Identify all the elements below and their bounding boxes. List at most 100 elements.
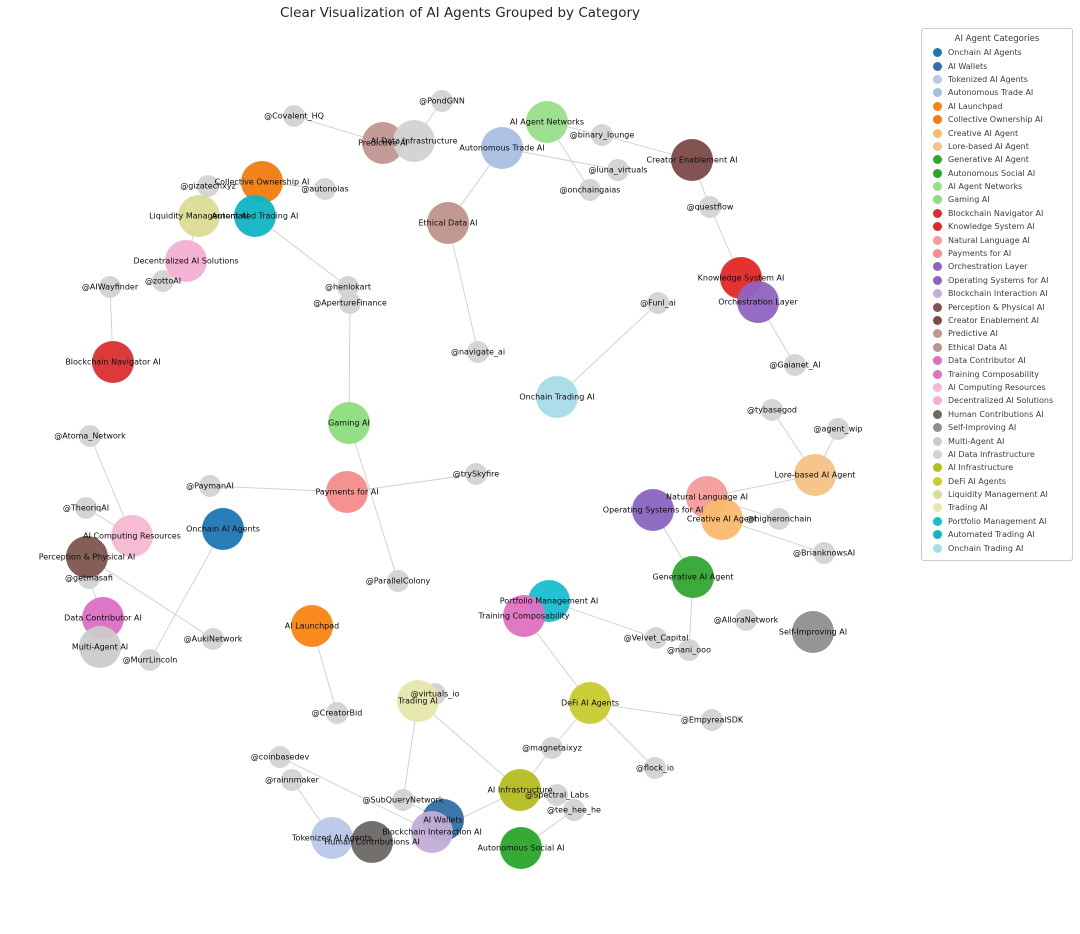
agent-node-henlokart [337, 276, 359, 298]
legend-swatch-icon [933, 316, 942, 325]
legend-label: DeFi AI Agents [948, 476, 1007, 486]
category-node-ai_infrastructure [499, 769, 541, 811]
legend-swatch-icon [933, 74, 942, 84]
legend-label: Lore-based AI Agent [948, 141, 1029, 151]
legend-swatch-icon [933, 356, 942, 366]
node-label-lore_based_ai_agent: Lore-based AI Agent [775, 471, 856, 480]
agent-node-autonolas [314, 178, 336, 200]
legend-label: Trading AI [948, 503, 988, 513]
category-node-lore_based_ai_agent [794, 454, 836, 496]
legend-item: Trading AI [927, 501, 1067, 514]
agent-node-tybasegod [761, 399, 783, 421]
node-label-rainnmaker: @rainnmaker [265, 776, 320, 785]
legend-swatch-icon [933, 155, 942, 165]
node-label-autonolas: @autonolas [301, 185, 348, 194]
legend-label: Creative AI Agent [948, 128, 1019, 138]
node-label-agent_wip: @agent_wip [814, 425, 863, 434]
agent-node-zottoai [152, 270, 174, 292]
node-label-tryskyfire: @trySkyfire [453, 470, 499, 479]
node-label-tybasegod: @tybasegod [747, 406, 797, 415]
legend-label: AI Wallets [948, 61, 988, 71]
legend-item: AI Wallets [927, 59, 1067, 72]
legend-item: AI Computing Resources [927, 381, 1067, 394]
chart-title: Clear Visualization of AI Agents Grouped… [279, 5, 641, 21]
agent-node-covalent_hq [283, 105, 305, 127]
agent-node-questflow [699, 196, 721, 218]
legend-label: Multi-Agent AI [948, 436, 1005, 446]
legend-label: AI Data Infrastructure [948, 449, 1035, 459]
category-node-training_composability [503, 595, 545, 637]
legend-swatch-icon [933, 436, 942, 446]
legend-swatch-icon [933, 342, 942, 352]
node-label-ai_infrastructure: AI Infrastructure [487, 786, 552, 795]
legend-swatch-icon [933, 409, 942, 419]
legend-swatch-icon [933, 289, 942, 299]
category-node-trading_ai [397, 680, 439, 722]
legend-item: Onchain AI Agents [927, 46, 1067, 59]
legend-item: AI Data Infrastructure [927, 448, 1067, 461]
agent-node-murrlincoln [139, 649, 161, 671]
category-node-ai_launchpad [291, 605, 333, 647]
legend-label: Knowledge System AI [948, 222, 1035, 232]
legend-swatch-icon [933, 449, 942, 459]
legend-swatch-icon [933, 396, 942, 406]
node-label-aiwayfinder: @AIWayfinder [82, 283, 139, 292]
category-node-blockchain_navigator_ai [92, 341, 134, 383]
legend-swatch-icon [933, 249, 942, 259]
legend-label: Automated Trading AI [948, 530, 1035, 540]
legend-swatch-icon [933, 101, 942, 111]
agent-node-aukinetwork [202, 628, 224, 650]
category-node-orchestration_layer [737, 281, 779, 323]
node-label-brianknowsai: @BrianknowsAI [793, 549, 855, 558]
legend-label: Onchain AI Agents [948, 48, 1022, 58]
legend-item: Predictive AI [927, 327, 1067, 340]
legend-label: AI Launchpad [948, 101, 1003, 111]
category-node-ethical_data_ai [427, 202, 469, 244]
legend-swatch-icon [933, 329, 942, 339]
legend-item: Lore-based AI Agent [927, 140, 1067, 153]
graph-edge-trading_ai--ai_infrastructure [417, 700, 521, 791]
node-label-knowledge_system_ai: Knowledge System AI [698, 274, 785, 283]
node-label-aperturefinance: @ApertureFinance [313, 299, 387, 308]
node-label-data_contributor_ai: Data Contributor AI [64, 614, 142, 623]
node-label-funl_ai: @Funl_ai [640, 299, 676, 308]
legend-label: Autonomous Trade AI [948, 88, 1034, 98]
legend-item: Ethical Data AI [927, 341, 1067, 354]
graph-edge-ethical_data_ai--navigate_ai [447, 222, 479, 353]
node-label-binary_lounge: @binary_lounge [570, 131, 635, 140]
agent-node-gizatechxyz [197, 175, 219, 197]
node-label-atoma_network: @Atoma_Network [54, 432, 126, 441]
node-label-questflow: @questflow [687, 203, 734, 212]
agent-node-nani_ooo [678, 639, 700, 661]
category-node-decentralized_ai_solutions [165, 240, 207, 282]
legend-swatch-icon [933, 490, 942, 500]
node-label-luna_virtuals: @luna_virtuals [588, 166, 647, 175]
graph-edge-funl_ai--onchain_trading_ai [556, 302, 659, 398]
category-node-perception_physical_ai [66, 536, 108, 578]
node-label-ai_computing_resources: AI Computing Resources [83, 532, 181, 541]
legend-label: Blockchain Interaction AI [948, 289, 1048, 299]
legend-swatch-icon [933, 302, 942, 312]
legend-swatch-icon [933, 503, 942, 513]
legend-label: Perception & Physical AI [948, 302, 1045, 312]
agent-node-aiwayfinder [99, 276, 121, 298]
category-node-onchain_ai_agents [202, 508, 244, 550]
node-label-payments_for_ai: Payments for AI [315, 488, 378, 497]
node-label-onchain_ai_agents: Onchain AI Agents [186, 525, 260, 534]
node-label-creatorbid: @CreatorBid [312, 709, 363, 718]
legend-item: Decentralized AI Solutions [927, 394, 1067, 407]
node-label-portfolio_management_ai: Portfolio Management AI [500, 597, 599, 606]
node-label-ai_agent_networks: AI Agent Networks [510, 118, 584, 127]
category-node-blockchain_interaction_ai [411, 811, 453, 853]
legend-label: Generative AI Agent [948, 155, 1029, 165]
legend-item: AI Infrastructure [927, 461, 1067, 474]
category-node-ai_agent_networks [526, 101, 568, 143]
node-label-defi_ai_agents: DeFi AI Agents [561, 699, 619, 708]
node-label-subquerynetwork: @SubQueryNetwork [363, 796, 444, 805]
node-label-henlokart: @henlokart [325, 283, 371, 292]
graph-edge-perception_physical_ai--aukinetwork [86, 556, 214, 640]
legend-item: Creator Enablement AI [927, 314, 1067, 327]
node-label-ethical_data_ai: Ethical Data AI [418, 219, 477, 228]
